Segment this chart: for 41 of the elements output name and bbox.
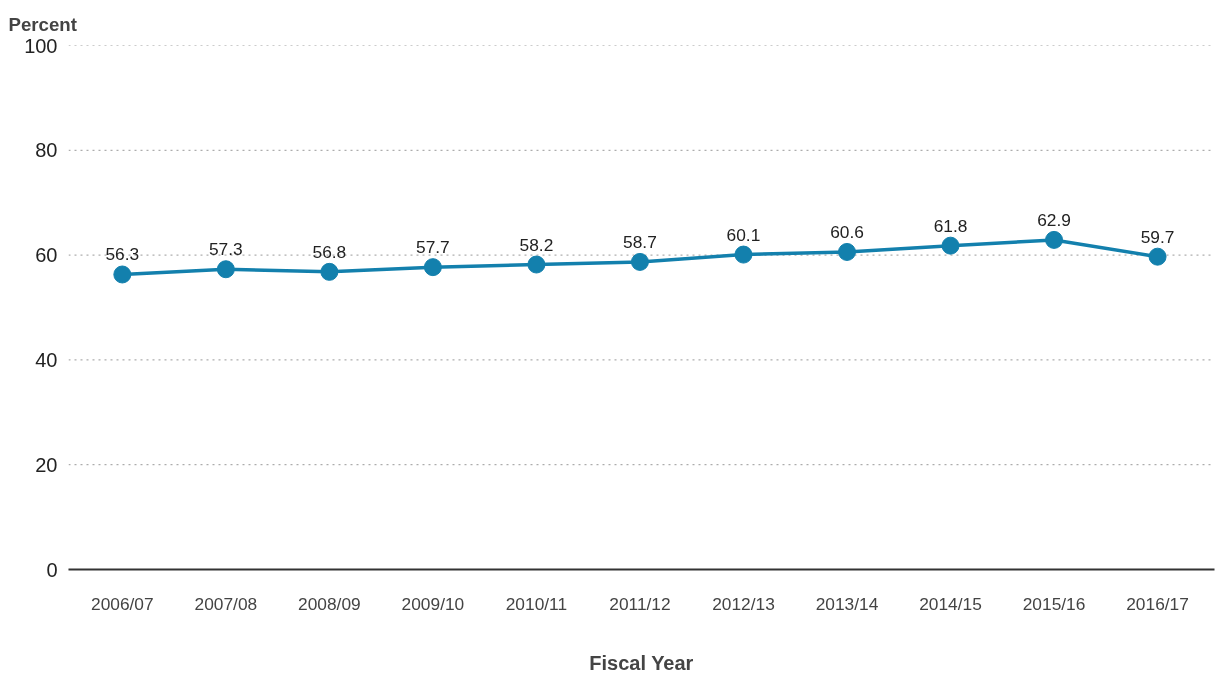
y-tick-label: 60 xyxy=(35,244,58,267)
y-tick-label: 0 xyxy=(46,558,58,581)
point xyxy=(1148,247,1167,266)
x-tick-label: 2012/13 xyxy=(712,593,775,614)
point xyxy=(423,258,442,277)
point xyxy=(941,236,960,255)
data-label: 57.3 xyxy=(208,239,243,260)
x-tick-label: 2006/07 xyxy=(91,593,154,614)
point xyxy=(113,265,132,284)
x-tick-label: 2015/16 xyxy=(1022,593,1086,614)
data-label: 62.9 xyxy=(1037,209,1071,230)
data-label: 58.7 xyxy=(623,231,657,252)
y-tick-label: 40 xyxy=(35,348,58,371)
data-label: 57.7 xyxy=(416,237,450,258)
x-axis-title: Fiscal Year xyxy=(589,651,694,674)
point xyxy=(734,245,753,264)
point xyxy=(320,262,339,281)
x-tick-label: 2016/17 xyxy=(1126,593,1189,614)
y-axis-title: Percent xyxy=(8,13,77,35)
data-label: 59.7 xyxy=(1140,226,1175,247)
point xyxy=(1045,230,1064,249)
point xyxy=(630,252,649,271)
y-tick-label: 80 xyxy=(35,139,58,162)
data-label: 60.6 xyxy=(830,221,864,242)
y-tick-label: 20 xyxy=(35,453,58,476)
y-tick-label: 100 xyxy=(24,34,58,57)
x-tick-label: 2011/12 xyxy=(609,593,671,614)
x-tick-label: 2008/09 xyxy=(298,593,361,614)
data-label: 61.8 xyxy=(933,215,968,236)
x-tick-label: 2013/14 xyxy=(815,593,879,614)
point xyxy=(216,260,235,279)
data-label: 58.2 xyxy=(519,234,554,255)
x-tick-label: 2014/15 xyxy=(919,593,982,614)
data-label: 60.1 xyxy=(726,224,761,245)
data-label: 56.8 xyxy=(312,241,347,262)
x-tick-label: 2009/10 xyxy=(401,593,465,614)
point xyxy=(837,242,856,261)
point xyxy=(527,255,546,274)
x-tick-label: 2010/11 xyxy=(505,593,568,614)
data-label: 56.3 xyxy=(105,244,140,265)
x-tick-label: 2007/08 xyxy=(194,593,258,614)
